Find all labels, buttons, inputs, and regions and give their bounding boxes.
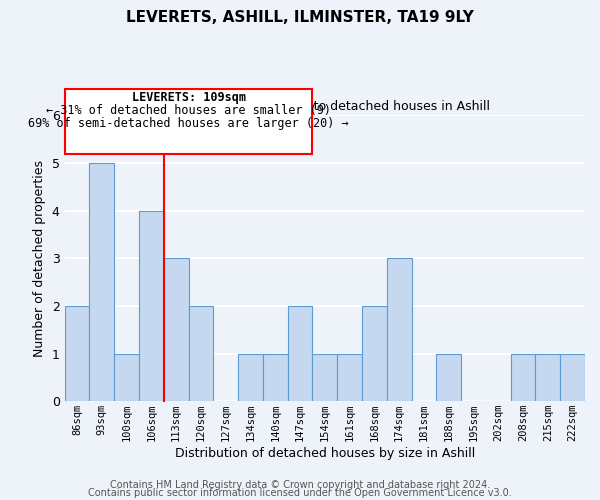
Bar [238, 354, 263, 401]
Text: Contains HM Land Registry data © Crown copyright and database right 2024.: Contains HM Land Registry data © Crown c… [110, 480, 490, 490]
Bar [337, 354, 362, 401]
Bar [263, 354, 287, 401]
Bar [114, 354, 139, 401]
Bar [436, 354, 461, 401]
X-axis label: Distribution of detached houses by size in Ashill: Distribution of detached houses by size … [175, 447, 475, 460]
FancyBboxPatch shape [65, 89, 313, 154]
Y-axis label: Number of detached properties: Number of detached properties [33, 160, 46, 356]
Bar [287, 306, 313, 401]
Text: ← 31% of detached houses are smaller (9): ← 31% of detached houses are smaller (9) [46, 104, 331, 118]
Text: Contains public sector information licensed under the Open Government Licence v3: Contains public sector information licen… [88, 488, 512, 498]
Title: Size of property relative to detached houses in Ashill: Size of property relative to detached ho… [159, 100, 490, 112]
Bar [164, 258, 188, 401]
Bar [362, 306, 387, 401]
Bar [560, 354, 585, 401]
Text: LEVERETS: 109sqm: LEVERETS: 109sqm [131, 92, 245, 104]
Text: 69% of semi-detached houses are larger (20) →: 69% of semi-detached houses are larger (… [28, 116, 349, 130]
Bar [511, 354, 535, 401]
Bar [535, 354, 560, 401]
Bar [188, 306, 213, 401]
Bar [65, 306, 89, 401]
Bar [89, 163, 114, 401]
Bar [139, 210, 164, 401]
Text: LEVERETS, ASHILL, ILMINSTER, TA19 9LY: LEVERETS, ASHILL, ILMINSTER, TA19 9LY [126, 10, 474, 25]
Bar [387, 258, 412, 401]
Bar [313, 354, 337, 401]
